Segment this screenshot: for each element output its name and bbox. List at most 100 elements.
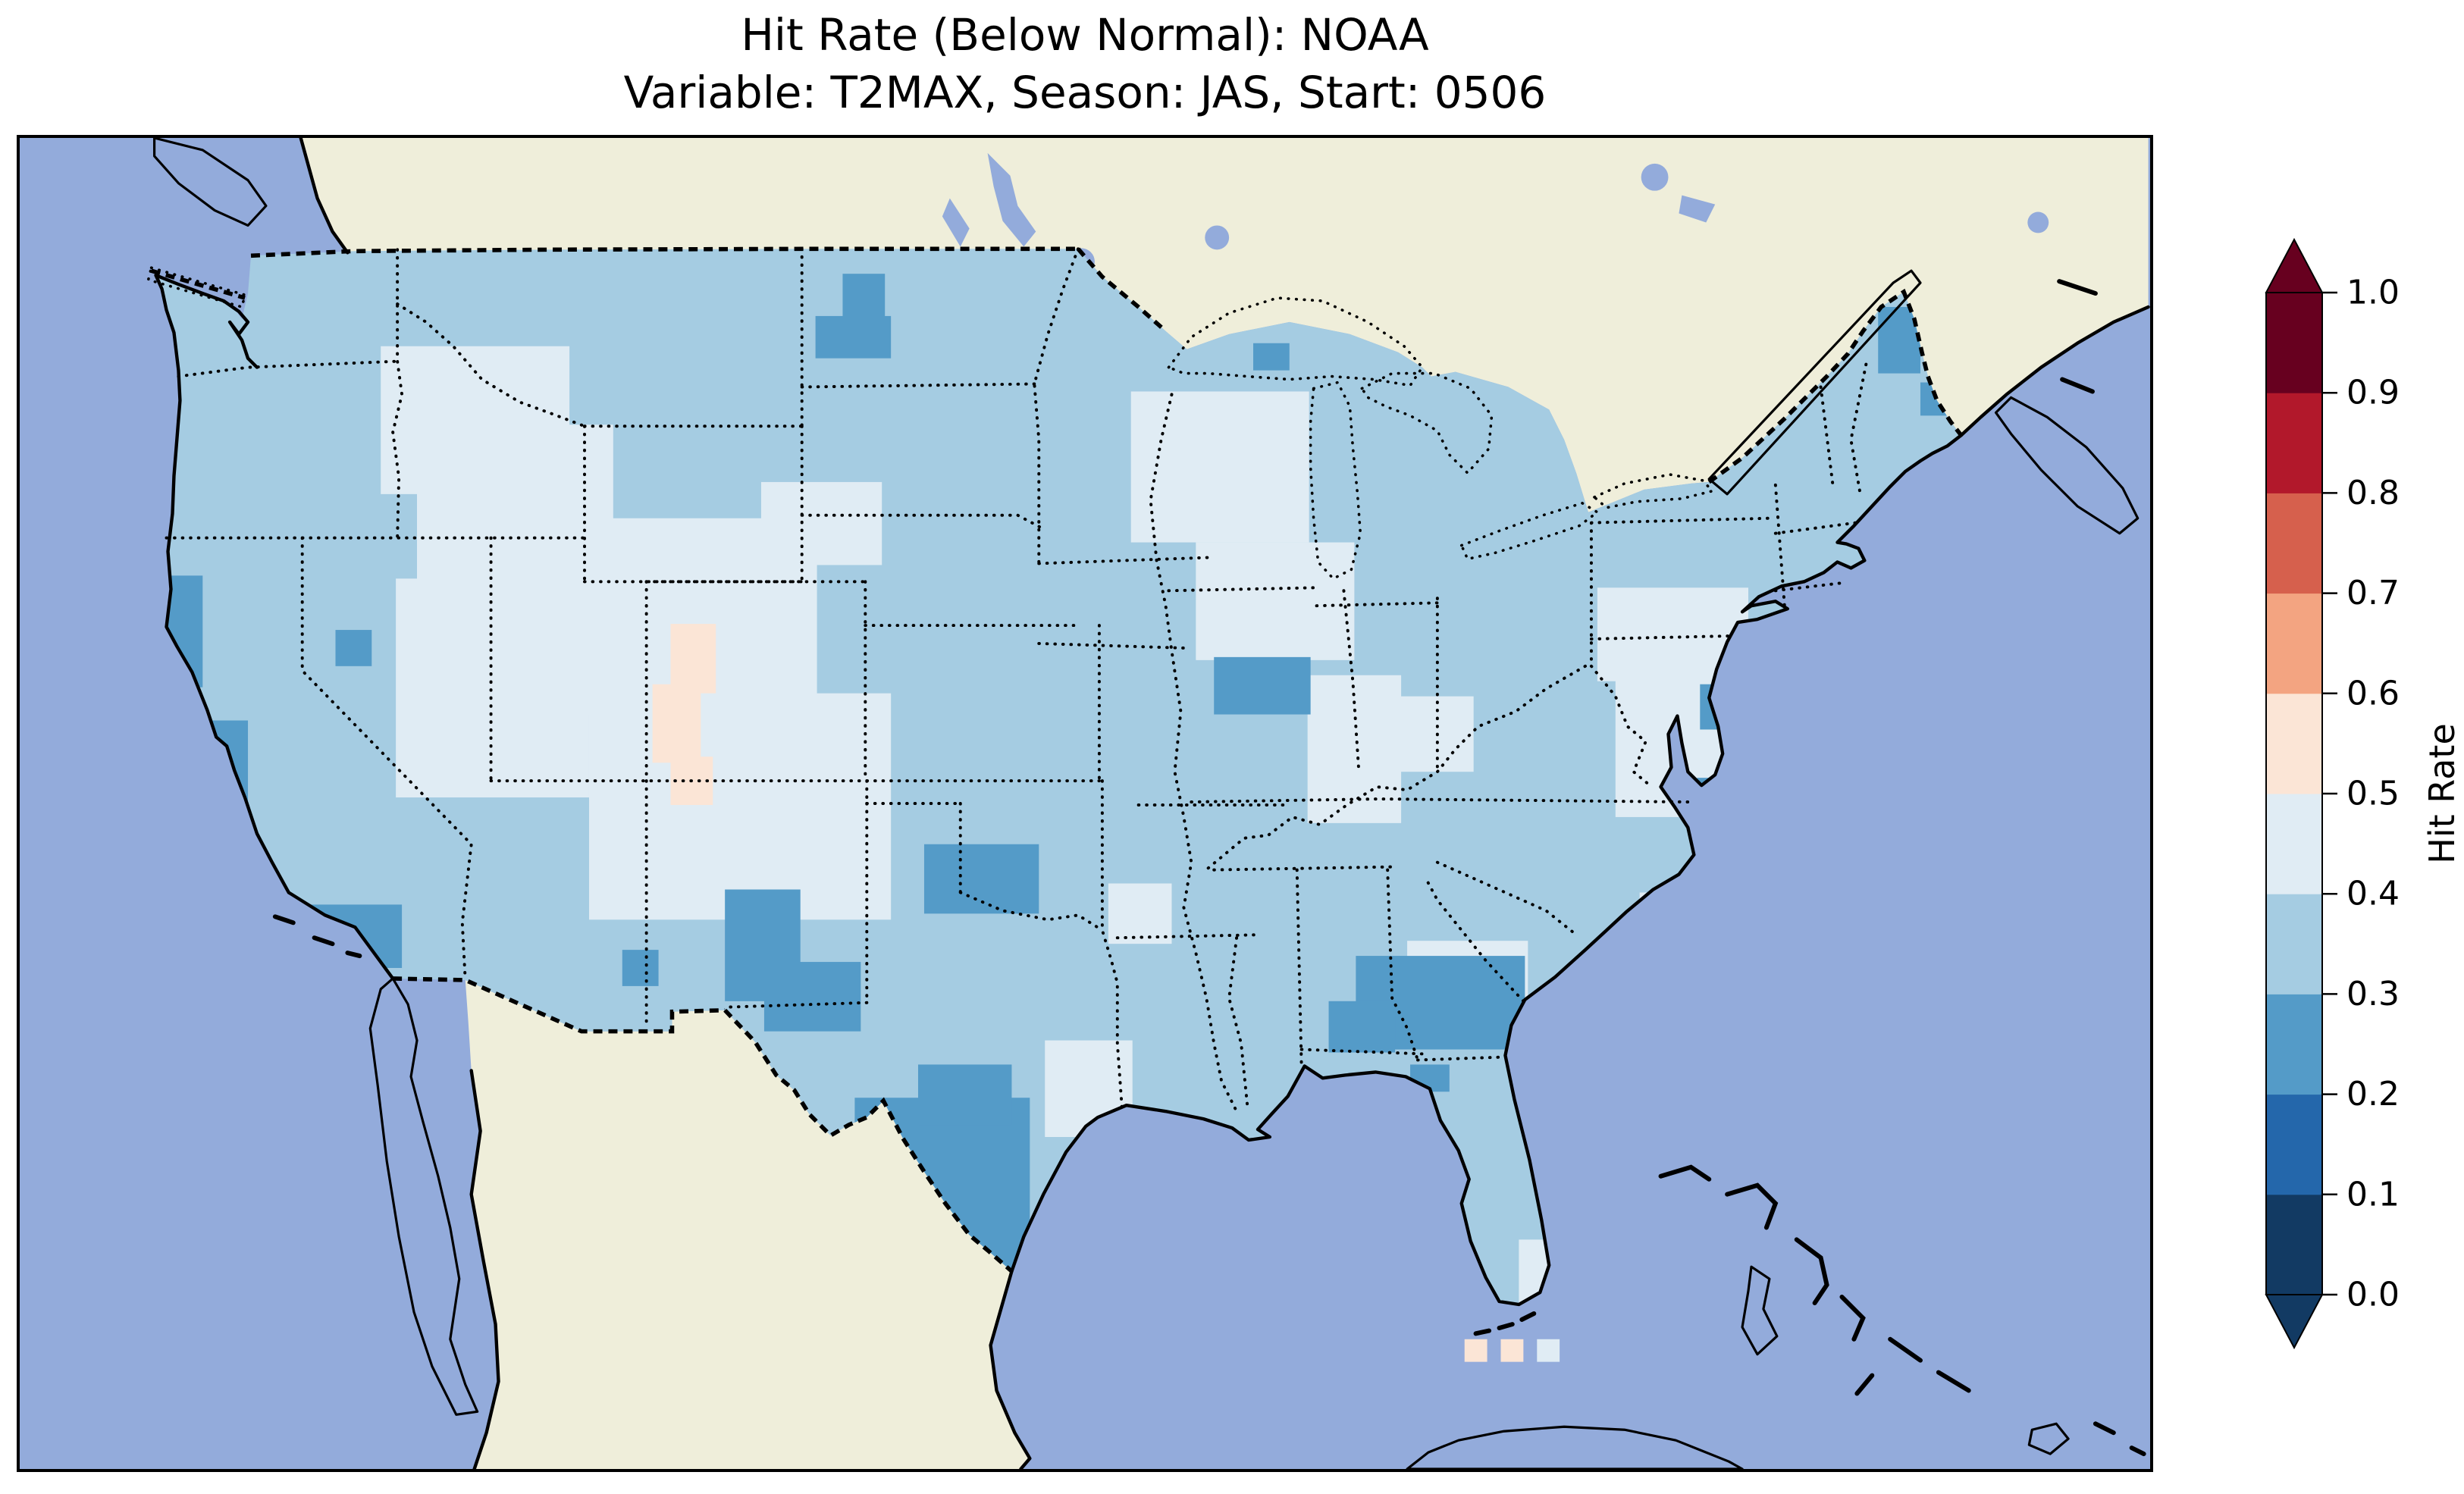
maritimes-coastline [1959, 305, 2150, 437]
grid-cell-georgia-alabama [1328, 1001, 1396, 1053]
turks-islands [2093, 1421, 2146, 1457]
grid-cell-offshore-florida-keys-cell [1537, 1339, 1560, 1362]
colorbar-tick-label: 0.4 [2346, 875, 2400, 913]
figure-title: Hit Rate (Below Normal): NOAA Variable: … [17, 6, 2153, 121]
colorbar-axis-label: Hit Rate [2422, 723, 2462, 864]
grid-cell-north-dakota [815, 315, 892, 359]
colorbar-ticks [2322, 291, 2337, 1296]
ragged-island [1854, 1373, 1875, 1396]
lake-michigan [1309, 381, 1362, 581]
grid-cell-west-ohio-east-indiana [1377, 696, 1474, 772]
colorbar-bin-1 [2266, 1094, 2322, 1195]
colorbar-bin-3 [2266, 894, 2322, 994]
channel-islands [272, 914, 362, 959]
grid-cell-central-south-dakota [760, 481, 882, 565]
colorbar-tick-label: 0.1 [2346, 1175, 2400, 1214]
crooked-island [1936, 1370, 1971, 1393]
colorbar-tick-label: 0.6 [2346, 674, 2400, 713]
bc-coastline [299, 138, 350, 255]
grid-cell-northwest-nevada-cell [335, 630, 372, 666]
islands [272, 914, 2146, 1457]
lake-huron [1359, 371, 1494, 475]
map-axes [17, 135, 2153, 1472]
colorbar: 1.0 0.9 0.8 0.7 0.6 0.5 0.4 0.3 0.2 0.1 0.0 Hit Ra… [2265, 237, 2462, 1350]
grid-cell-central-missouri [1108, 883, 1172, 944]
colorbar-bin-9 [2266, 293, 2322, 393]
grid-cell-central-illinois [1214, 656, 1311, 715]
minnesota-ontario-border [1076, 247, 1168, 333]
mexico-gulf-coastline [989, 1269, 1032, 1469]
strait-of-juan-de-fuca [146, 265, 247, 309]
us-mexico-border [393, 976, 726, 1034]
cuba [1406, 1425, 1744, 1469]
cat-island [1839, 1295, 1866, 1342]
colorbar-tick-label: 0.9 [2346, 374, 2400, 412]
mexico-west-coastline [469, 1069, 500, 1469]
puget-sound-coastline [154, 273, 259, 369]
canada-land [300, 138, 2149, 512]
us-canada-border [250, 246, 1079, 258]
hit-rate-grid-cells-offshore [1464, 1339, 1560, 1362]
eleuthera [1794, 1237, 1829, 1305]
pacific-coastline [154, 273, 395, 981]
grid-cell-colorado-nebraska-peach-snake [670, 624, 716, 694]
colorbar-tick-labels: 1.0 0.9 0.8 0.7 0.6 0.5 0.4 0.3 0.2 0.1 0.0 [2346, 274, 2400, 1314]
grid-cell-wisconsin [1196, 542, 1355, 660]
colorbar-tick-label: 0.2 [2346, 1075, 2400, 1113]
title-line-2: Variable: T2MAX, Season: JAS, Start: 050… [623, 67, 1547, 118]
colorbar-bin-6 [2266, 593, 2322, 694]
country-borders [150, 246, 1963, 1273]
colorbar-tick-label: 1.0 [2346, 274, 2400, 312]
colorbar-extend-under-arrow [2265, 1294, 2324, 1350]
grid-cell-offshore-florida-keys-cells [1500, 1339, 1524, 1362]
grid-cell-colorado-nebraska-peach-snake [652, 684, 701, 763]
baja-california [368, 977, 479, 1416]
lake-superior [1166, 296, 1425, 387]
colorbar-bin-0 [2266, 1194, 2322, 1295]
colorbar-bin-5 [2266, 693, 2322, 794]
grid-cell-offshore-florida-keys-cells [1464, 1339, 1487, 1362]
grid-cell-east-arizona-cell [622, 950, 659, 986]
grand-bahama [1658, 1164, 1712, 1182]
coastlines [154, 138, 2150, 1469]
atlantic-gulf-coastline [1010, 434, 1963, 1307]
grid-cell-west-new-mexico [763, 962, 861, 1032]
colorbar-extend-over-arrow [2265, 237, 2324, 293]
colorbar-bin-8 [2266, 393, 2322, 493]
conus-map [21, 138, 2150, 1469]
abaco [1725, 1182, 1779, 1230]
andros-island [1741, 1265, 1779, 1356]
anticosti-island [2057, 279, 2098, 296]
nova-scotia [1994, 396, 2140, 535]
lake-ontario [1591, 473, 1715, 509]
juan-de-fuca-border [150, 268, 246, 300]
colorbar-tick-label: 0.7 [2346, 574, 2400, 612]
colorbar-tick-label: 0.8 [2346, 474, 2400, 512]
state-borders [165, 247, 1868, 1113]
colorbar-tick-label: 0.3 [2346, 975, 2400, 1013]
grid-cell-upper-peninsula-shore-cell [1252, 343, 1290, 371]
prince-edward-island [2060, 377, 2095, 394]
grid-cell-colorado-nebraska-kansas [588, 693, 892, 920]
long-island-bahamas [1888, 1336, 1923, 1363]
rio-grande-border [723, 1008, 1014, 1273]
colorbar-bin-4 [2266, 794, 2322, 894]
colorbar-bin-2 [2266, 994, 2322, 1095]
title-line-1: Hit Rate (Below Normal): NOAA [741, 9, 1429, 61]
colorbar-bin-7 [2266, 493, 2322, 594]
florida-keys [1468, 1311, 1537, 1337]
grid-cell-south-texas [918, 1064, 1012, 1126]
mexico-land [465, 979, 1030, 1469]
grid-cell-central-oklahoma [923, 844, 1039, 914]
colorbar-tick-label: 0.5 [2346, 775, 2400, 813]
great-lakes [146, 265, 1922, 581]
grid-cell-minnesota [1130, 391, 1309, 543]
lake-erie [1459, 501, 1600, 561]
colorbar-segments [2266, 293, 2322, 1295]
st-lawrence-river [1707, 269, 1922, 496]
maine-canada-border [1707, 288, 1963, 484]
great-inagua [2027, 1422, 2070, 1455]
vancouver-island [152, 138, 268, 227]
colorbar-tick-label: 0.0 [2346, 1276, 2400, 1314]
